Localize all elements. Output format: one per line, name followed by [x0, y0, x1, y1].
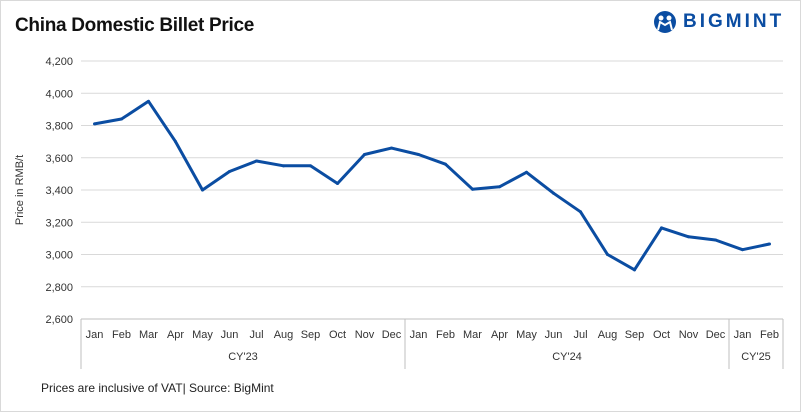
data-point [606, 253, 609, 256]
line-chart: 2,600 2,800 3,000 3,200 3,400 3,600 3,800 4,000… [14, 56, 784, 369]
data-point [579, 210, 582, 214]
x-tick-label: Aug [598, 329, 618, 341]
x-tick-label: Apr [491, 329, 508, 341]
chart-title: China Domestic Billet Price [15, 15, 254, 36]
x-tick-label: Dec [706, 329, 726, 341]
x-tick-label: Jul [249, 329, 263, 341]
x-tick-label: Nov [355, 329, 375, 341]
x-tick-label: May [192, 329, 213, 341]
x-tick-label: Jun [545, 329, 563, 341]
data-point [120, 117, 123, 121]
data-point [552, 191, 555, 195]
data-point [390, 146, 393, 150]
x-group-label: CY'23 [228, 351, 258, 363]
y-tick-label: 3,800 [45, 121, 73, 133]
data-point [363, 153, 366, 157]
x-tick-label: Feb [760, 329, 779, 341]
data-point [741, 248, 744, 252]
data-point [525, 170, 528, 174]
x-tick-label: Jul [573, 329, 587, 341]
data-point [147, 99, 150, 103]
x-tick-label: Feb [436, 329, 455, 341]
x-tick-label: Sep [625, 329, 645, 341]
data-point [444, 162, 447, 166]
data-point [417, 153, 420, 157]
data-point [687, 235, 690, 239]
y-tick-label: 3,200 [45, 217, 73, 229]
data-point [309, 164, 312, 168]
x-tick-label: Oct [653, 329, 670, 341]
x-tick-label: Jan [734, 329, 752, 341]
data-point [336, 182, 339, 186]
y-tick-label: 2,600 [45, 314, 73, 326]
data-point [768, 242, 771, 246]
y-axis-label: Price in RMB/t [14, 155, 26, 225]
x-tick-label: Sep [301, 329, 321, 341]
logo-text: BIGMINT [683, 11, 785, 32]
x-tick-label: Feb [112, 329, 131, 341]
data-point [201, 188, 204, 192]
y-tick-label: 4,200 [45, 56, 73, 68]
data-point [93, 122, 96, 126]
data-point [471, 187, 474, 191]
data-point [228, 169, 231, 173]
data-point [174, 140, 177, 144]
y-tick-label: 2,800 [45, 282, 73, 294]
data-point [255, 159, 258, 163]
data-point [282, 164, 285, 168]
x-tick-label: Mar [463, 329, 482, 341]
x-tick-label: Aug [274, 329, 294, 341]
x-tick-label: Jan [86, 329, 104, 341]
x-tick-label: Apr [167, 329, 184, 341]
x-group-label: CY'24 [552, 351, 582, 363]
bigmint-logo: BIGMINT [653, 10, 784, 34]
x-tick-label: Mar [139, 329, 158, 341]
y-tick-label: 3,400 [45, 185, 73, 197]
data-point [498, 185, 501, 189]
data-point [633, 268, 636, 272]
footnote: Prices are inclusive of VAT| Source: Big… [41, 381, 274, 395]
y-tick-label: 3,000 [45, 250, 73, 262]
series-line [94, 99, 770, 272]
x-tick-label: Jun [221, 329, 239, 341]
x-tick-label: Dec [382, 329, 402, 341]
y-tick-label: 3,600 [45, 153, 73, 165]
x-tick-label: Nov [679, 329, 699, 341]
data-point [660, 226, 663, 230]
y-tick-label: 4,000 [45, 88, 73, 100]
x-tick-label: May [516, 329, 537, 341]
logo-icon [654, 11, 676, 33]
x-tick-label: Jan [410, 329, 428, 341]
x-group-label: CY'25 [741, 351, 771, 363]
data-point [714, 238, 717, 242]
x-tick-label: Oct [329, 329, 346, 341]
